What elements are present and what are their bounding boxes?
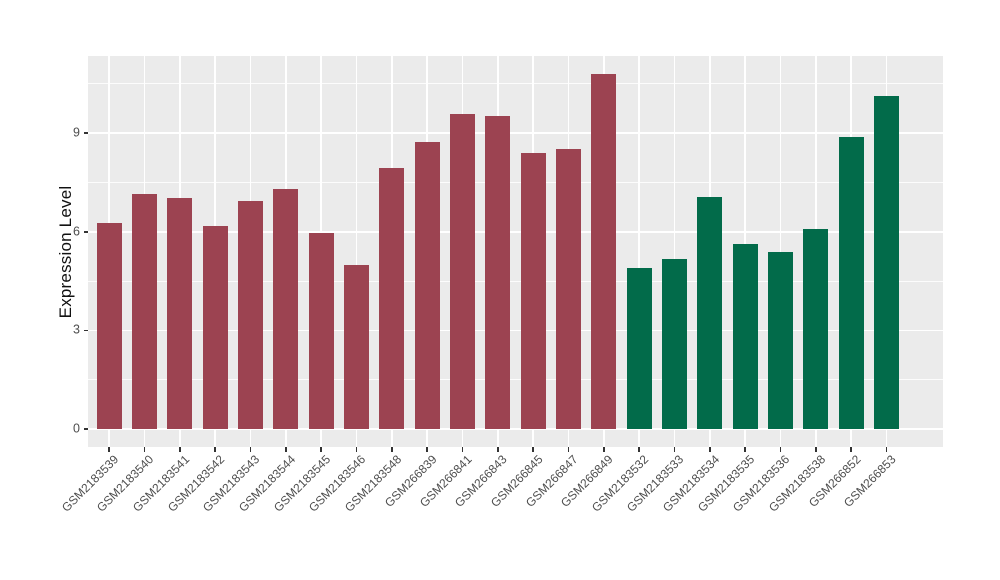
bar-gsm266839 (414, 142, 440, 430)
x-tick-mark (461, 447, 464, 452)
x-tick-mark (673, 447, 676, 452)
x-tick-mark (532, 447, 534, 452)
x-tick-mark (320, 447, 322, 452)
minor-gridline (88, 181, 943, 183)
x-tick-mark (391, 447, 393, 452)
bar-gsm2183540 (132, 193, 158, 430)
bar-gsm266841 (450, 114, 475, 430)
bar-gsm266843 (485, 115, 511, 430)
x-tick-mark (179, 447, 181, 452)
x-tick-mark (355, 447, 358, 452)
major-gridline (88, 132, 943, 134)
y-tick-mark (83, 132, 88, 134)
x-tick-mark (885, 447, 888, 452)
y-tick-label: 3 (73, 322, 80, 337)
major-gridline (88, 230, 943, 233)
bar-gsm2183543 (238, 200, 264, 430)
minor-gridline (88, 83, 943, 85)
bar-gsm266853 (873, 95, 899, 430)
bar-gsm2183533 (661, 258, 687, 430)
bar-gsm2183544 (273, 188, 299, 430)
x-tick-mark (497, 447, 499, 452)
major-gridline (88, 428, 943, 431)
bar-gsm2183548 (379, 168, 405, 430)
vertical-gridline (355, 56, 358, 447)
bar-gsm2183539 (96, 222, 122, 430)
y-axis-title: Expression Level (56, 185, 75, 318)
x-tick-mark (815, 447, 817, 452)
x-tick-mark (143, 447, 146, 452)
minor-gridline (88, 280, 943, 282)
bar-gsm2183538 (803, 228, 829, 430)
bar-gsm266849 (591, 74, 617, 430)
bar-gsm2183542 (202, 225, 228, 430)
x-tick-mark (850, 447, 852, 452)
x-tick-mark (249, 447, 252, 452)
bar-gsm266845 (520, 153, 546, 430)
y-tick-label: 6 (73, 224, 80, 239)
x-tick-mark (779, 447, 782, 452)
y-tick-label: 0 (73, 421, 80, 436)
bar-gsm2183541 (167, 198, 193, 430)
y-tick-mark (83, 428, 88, 430)
bar-gsm2183536 (767, 251, 793, 430)
bar-gsm266847 (555, 149, 581, 430)
x-tick-mark (709, 447, 711, 452)
x-tick-mark (638, 447, 640, 452)
vertical-gridline (638, 56, 641, 447)
y-tick-mark (83, 329, 88, 332)
minor-gridline (88, 379, 943, 381)
y-tick-label: 9 (73, 125, 80, 140)
x-tick-mark (744, 447, 746, 452)
x-tick-mark (108, 447, 110, 452)
x-tick-mark (285, 447, 287, 452)
bar-gsm2183546 (344, 265, 369, 430)
x-tick-mark (567, 447, 570, 452)
bar-gsm2183532 (626, 267, 652, 430)
bar-gsm2183545 (308, 233, 334, 430)
plot-panel-background (88, 56, 943, 447)
bar-gsm2183535 (732, 243, 758, 430)
x-tick-mark (214, 447, 216, 452)
vertical-gridline (673, 56, 676, 447)
bar-gsm2183534 (697, 197, 723, 430)
y-tick-mark (83, 231, 88, 233)
bar-gsm266852 (838, 136, 864, 430)
x-tick-mark (426, 447, 428, 452)
major-gridline (88, 329, 943, 332)
x-tick-mark (603, 447, 605, 452)
